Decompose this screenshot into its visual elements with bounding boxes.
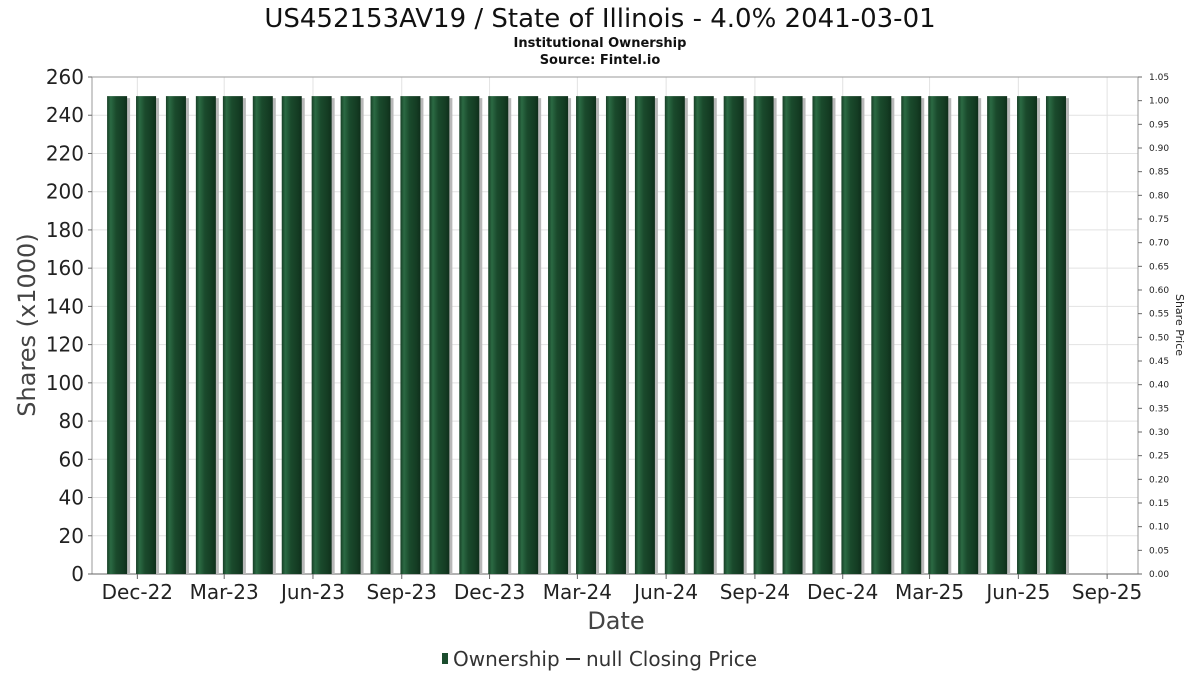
chart-title: US452153AV19 / State of Illinois - 4.0% …	[264, 4, 935, 34]
ownership-bar	[693, 96, 714, 574]
y2-tick-label: 0.70	[1149, 239, 1169, 249]
ownership-bar	[987, 96, 1008, 574]
legend-ownership-label: Ownership	[453, 647, 560, 671]
x-axis-ticks: Dec-22 Mar-23 Jun-23 Sep-23 Dec-23 Mar-24 Jun-…	[102, 574, 1142, 604]
ownership-bar	[518, 96, 539, 574]
legend: Ownership null Closing Price	[442, 647, 757, 671]
chart-subtitle: Institutional Ownership	[514, 36, 687, 51]
y2-tick-label: 0.15	[1149, 499, 1169, 509]
y-tick-label: 120	[46, 333, 84, 357]
y2-tick-label: 0.00	[1149, 570, 1169, 580]
y2-tick-label: 0.35	[1149, 404, 1169, 414]
ownership-bar	[723, 96, 744, 574]
ownership-bar	[901, 96, 922, 574]
ownership-bar	[576, 96, 597, 574]
y2-tick-label: 0.80	[1149, 191, 1169, 201]
ownership-bar	[107, 96, 128, 574]
x-axis-label: Date	[587, 607, 644, 635]
ownership-bar	[459, 96, 480, 574]
y2-tick-label: 0.45	[1149, 357, 1169, 367]
y2-tick-label: 0.95	[1149, 120, 1169, 130]
ownership-bar	[281, 96, 302, 574]
ownership-bar	[136, 96, 157, 574]
legend-ownership-swatch	[442, 653, 448, 664]
x-tick-label: Dec-22	[102, 580, 173, 604]
x-tick-label: Mar-25	[895, 580, 964, 604]
ownership-bar	[252, 96, 273, 574]
ownership-bar	[548, 96, 569, 574]
x-tick-label: Sep-25	[1072, 580, 1142, 604]
ownership-bar	[664, 96, 685, 574]
legend-price-label: null Closing Price	[586, 647, 757, 671]
ownership-bar	[311, 96, 332, 574]
y-tick-label: 80	[59, 409, 84, 433]
ownership-bar	[1017, 96, 1038, 574]
ownership-bar	[370, 96, 391, 574]
ownership-bar	[400, 96, 421, 574]
ownership-bar	[782, 96, 803, 574]
bars	[107, 96, 1069, 574]
y-tick-label: 220	[46, 141, 84, 165]
x-tick-label: Jun-24	[632, 580, 698, 604]
y2-tick-label: 0.30	[1149, 428, 1169, 438]
ownership-bar	[488, 96, 509, 574]
ownership-bar	[222, 96, 243, 574]
ownership-bar	[429, 96, 450, 574]
y2-axis-label: Share Price	[1173, 294, 1186, 356]
y2-tick-label: 0.75	[1149, 215, 1169, 225]
y2-tick-label: 0.90	[1149, 144, 1169, 154]
ownership-bar	[634, 96, 655, 574]
y2-tick-label: 1.05	[1149, 73, 1169, 83]
y2-tick-label: 0.10	[1149, 523, 1169, 533]
y-tick-label: 160	[46, 256, 84, 280]
ownership-bar	[812, 96, 833, 574]
y-axis-label: Shares (x1000)	[13, 233, 41, 416]
x-tick-label: Sep-23	[367, 580, 437, 604]
ownership-bar	[871, 96, 892, 574]
y2-tick-label: 0.50	[1149, 333, 1169, 343]
ownership-bar	[165, 96, 186, 574]
y2-tick-label: 0.20	[1149, 475, 1169, 485]
y-tick-label: 200	[46, 180, 84, 204]
y-axis-ticks: 0 20 40 60 80 100 120 140 160 180 200 220 240 260	[46, 65, 92, 586]
y-tick-label: 180	[46, 218, 84, 242]
ownership-bar	[1045, 96, 1066, 574]
x-tick-label: Mar-23	[190, 580, 259, 604]
x-tick-label: Dec-24	[807, 580, 878, 604]
y-tick-label: 60	[59, 447, 84, 471]
x-tick-label: Jun-23	[279, 580, 345, 604]
ownership-bar	[753, 96, 774, 574]
y-tick-label: 240	[46, 103, 84, 127]
y2-tick-label: 0.60	[1149, 286, 1169, 296]
x-tick-label: Mar-24	[543, 580, 612, 604]
y-tick-label: 20	[59, 524, 84, 548]
ownership-bar	[841, 96, 862, 574]
chart-source: Source: Fintel.io	[540, 53, 661, 68]
y-tick-label: 140	[46, 294, 84, 318]
y2-tick-label: 0.40	[1149, 381, 1169, 391]
ownership-bar	[195, 96, 216, 574]
y2-tick-label: 0.65	[1149, 262, 1169, 272]
y-tick-label: 40	[59, 486, 84, 510]
x-tick-label: Dec-23	[454, 580, 525, 604]
x-tick-label: Jun-25	[984, 580, 1050, 604]
y-tick-label: 0	[71, 562, 84, 586]
ownership-bar	[605, 96, 626, 574]
y-tick-label: 100	[46, 371, 84, 395]
ownership-bar	[928, 96, 949, 574]
y2-axis-ticks: 0.00 0.05 0.10 0.15 0.20 0.25 0.30 0.35 0.40 0.45…	[1138, 73, 1169, 580]
y2-tick-label: 0.25	[1149, 452, 1169, 462]
ownership-bar	[340, 96, 361, 574]
y2-tick-label: 0.85	[1149, 168, 1169, 178]
y2-tick-label: 0.05	[1149, 546, 1169, 556]
y2-tick-label: 0.55	[1149, 310, 1169, 320]
y2-tick-label: 1.00	[1149, 97, 1169, 107]
y-tick-label: 260	[46, 65, 84, 89]
x-tick-label: Sep-24	[720, 580, 790, 604]
ownership-bar	[958, 96, 979, 574]
